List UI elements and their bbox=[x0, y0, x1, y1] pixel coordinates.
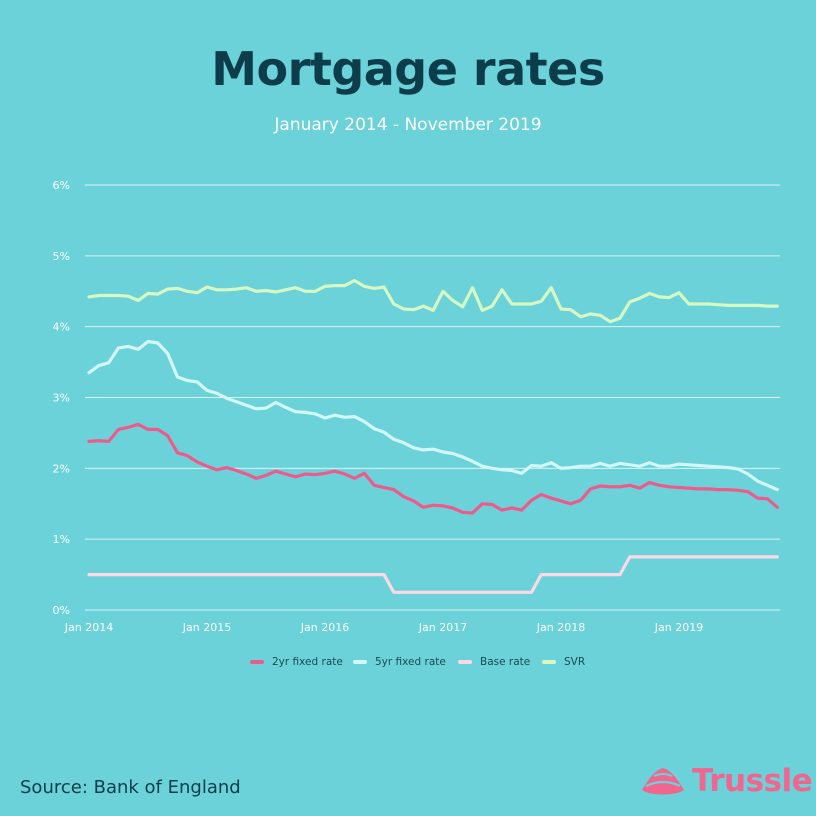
legend-label-base: Base rate bbox=[480, 656, 531, 668]
page-subtitle: January 2014 - November 2019 bbox=[274, 115, 542, 135]
x-tick-label: Jan 2018 bbox=[536, 621, 585, 634]
legend-item-2yr: 2yr fixed rate bbox=[250, 656, 343, 668]
legend-swatch-2yr bbox=[250, 660, 264, 664]
y-tick-label: 4% bbox=[53, 321, 70, 334]
trussle-logo-icon bbox=[642, 768, 684, 795]
y-tick-label: 2% bbox=[53, 462, 70, 475]
legend-item-svr: SVR bbox=[542, 656, 585, 668]
brand-logo: Trussle bbox=[640, 763, 813, 799]
legend-label-2yr: 2yr fixed rate bbox=[272, 656, 343, 668]
legend-item-base: Base rate bbox=[458, 656, 530, 668]
brand-name: Trussle bbox=[692, 763, 813, 799]
legend-label-svr: SVR bbox=[564, 656, 586, 668]
legend-label-5yr: 5yr fixed rate bbox=[375, 656, 446, 668]
y-tick-label: 3% bbox=[53, 392, 70, 405]
x-tick-label: Jan 2014 bbox=[64, 621, 113, 634]
legend-swatch-base bbox=[458, 660, 472, 664]
page-title: Mortgage rates bbox=[211, 42, 605, 96]
series-line-0 bbox=[87, 422, 779, 515]
y-tick-label: 0% bbox=[53, 604, 70, 617]
y-tick-label: 5% bbox=[53, 250, 70, 263]
legend-swatch-5yr bbox=[353, 660, 367, 664]
y-tick-label: 6% bbox=[53, 179, 70, 192]
series-line-3 bbox=[87, 279, 779, 324]
series-line-2 bbox=[87, 555, 779, 594]
x-tick-label: Jan 2017 bbox=[418, 621, 467, 634]
y-tick-label: 1% bbox=[53, 533, 70, 546]
x-tick-label: Jan 2015 bbox=[182, 621, 231, 634]
source-note: Source: Bank of England bbox=[20, 777, 241, 798]
legend-swatch-svr bbox=[542, 660, 556, 664]
x-tick-label: Jan 2019 bbox=[654, 621, 703, 634]
series-line-1 bbox=[87, 339, 779, 492]
chart-legend: 2yr fixed rate 5yr fixed rate Base rate … bbox=[0, 656, 816, 676]
x-tick-label: Jan 2016 bbox=[300, 621, 349, 634]
legend-item-5yr: 5yr fixed rate bbox=[353, 656, 446, 668]
